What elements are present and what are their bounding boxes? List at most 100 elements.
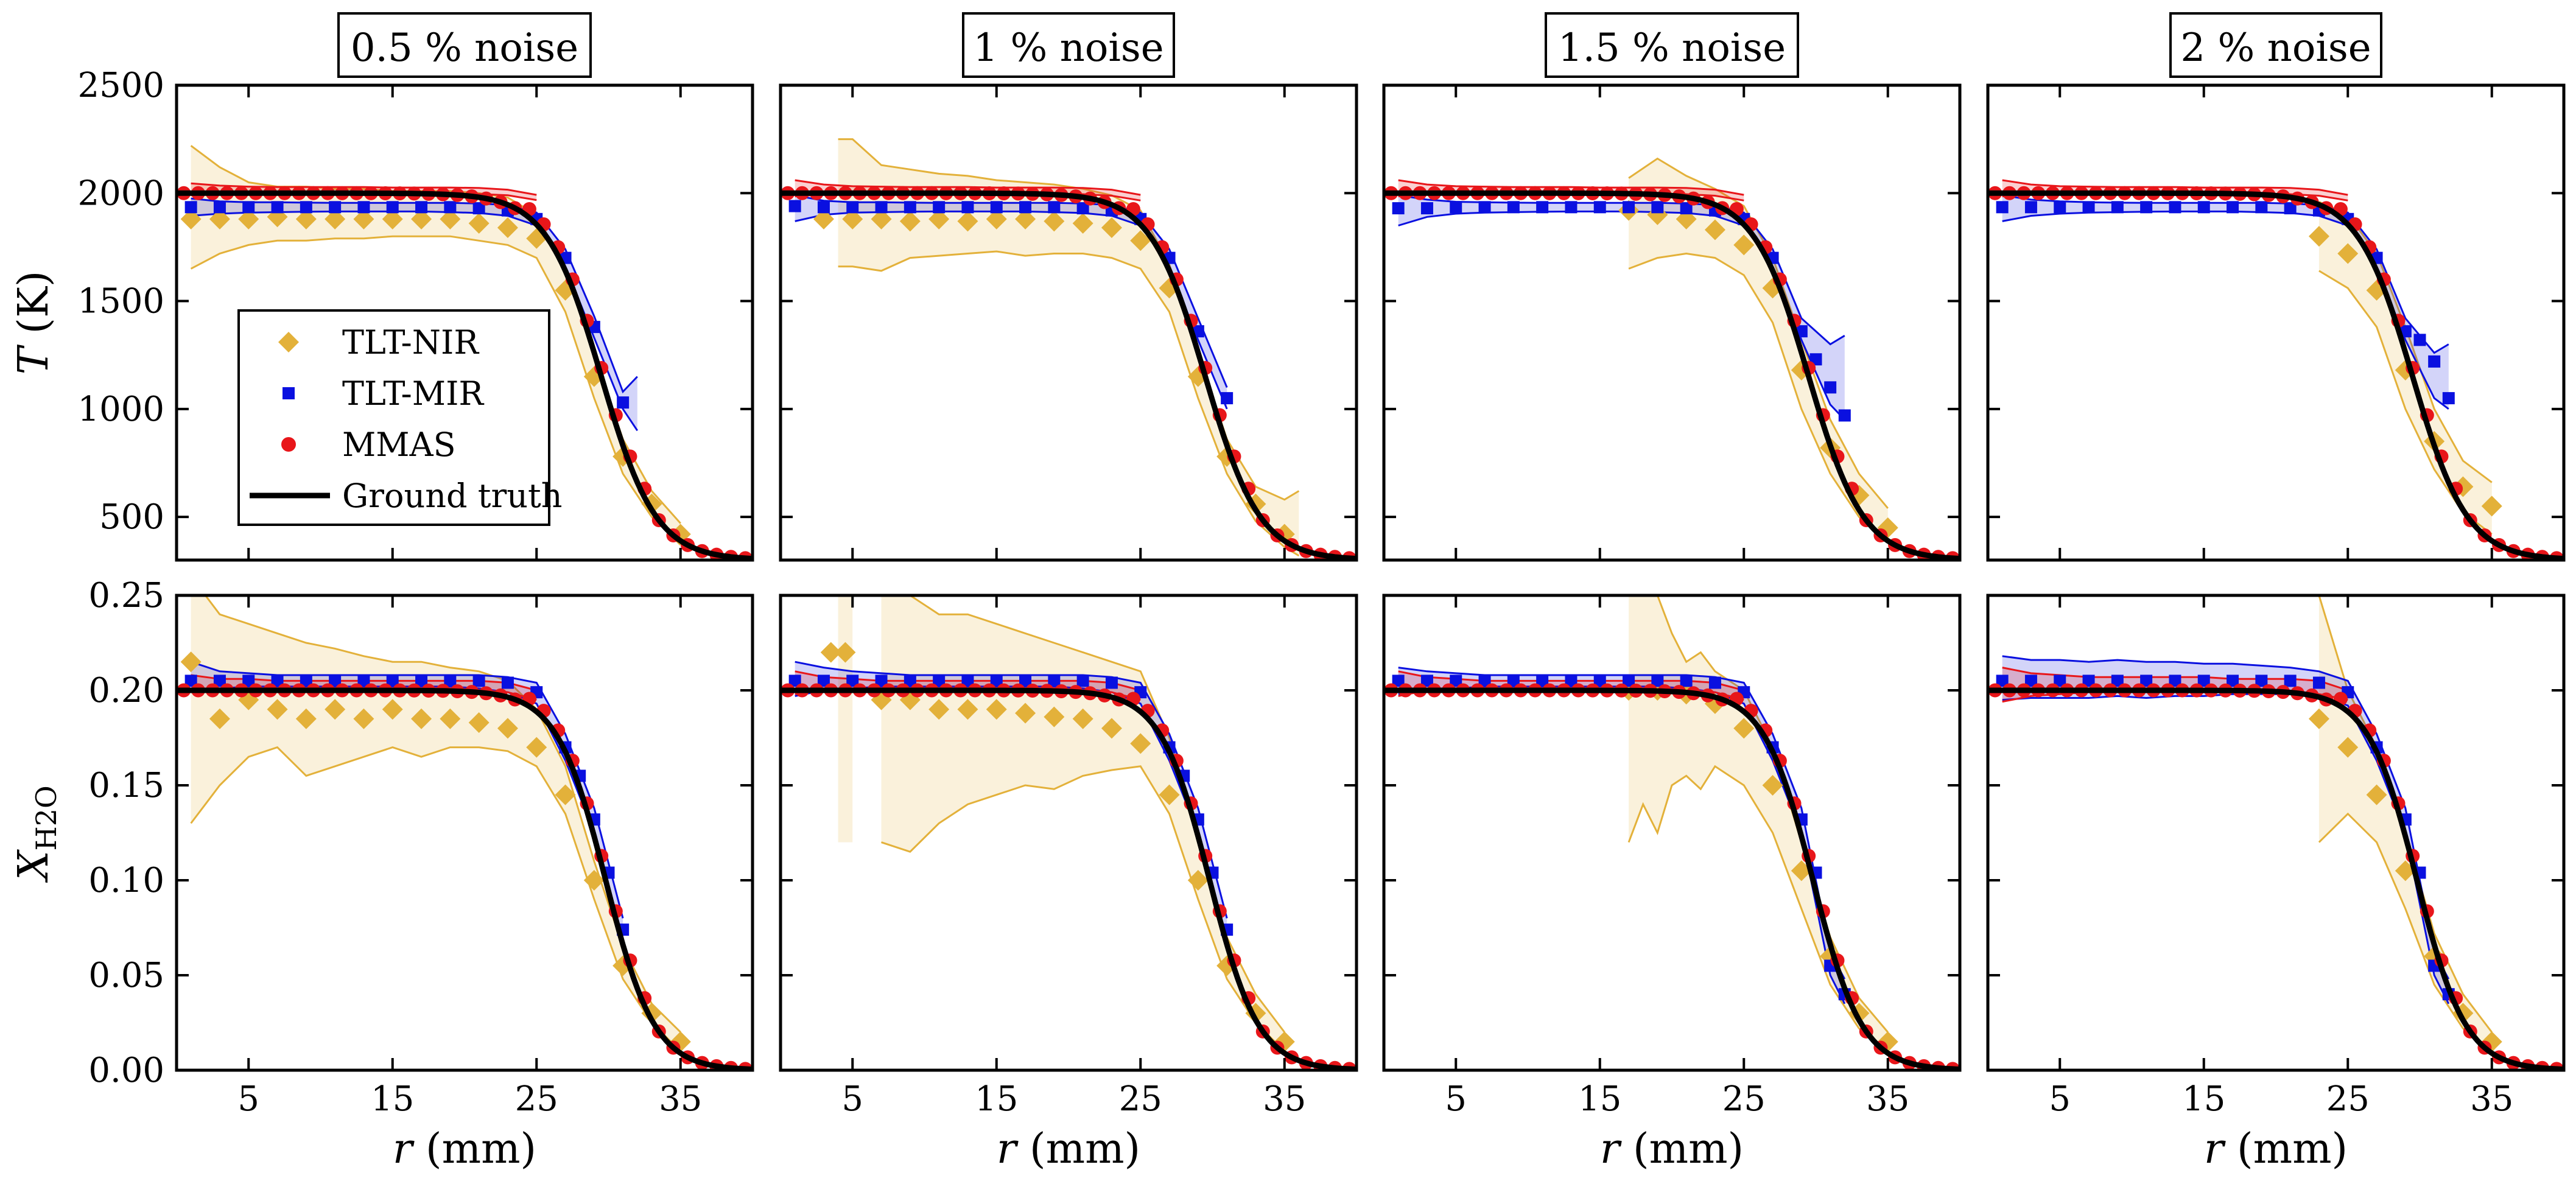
nir-point — [2366, 784, 2387, 805]
mir-point — [1019, 201, 1032, 214]
y-tick-label: 2500 — [77, 66, 164, 105]
nir-point — [928, 699, 950, 720]
ground-truth-line — [1988, 190, 2564, 560]
nir-point — [382, 699, 403, 720]
mir-point — [2082, 201, 2095, 214]
mir-point — [904, 201, 916, 214]
nir-point — [497, 217, 518, 238]
mmas-band-upper — [2002, 179, 2348, 196]
ground-truth-line — [781, 687, 1356, 1070]
mir-point — [357, 201, 370, 214]
mir-point — [2111, 201, 2124, 214]
nir-point — [1101, 718, 1122, 739]
nir-point — [1072, 708, 1093, 729]
mir-point — [1392, 202, 1405, 215]
mir-point — [184, 675, 197, 687]
mir-point — [817, 201, 830, 214]
x-axis-label: r (mm) — [393, 1125, 536, 1173]
mir-point — [1105, 676, 1118, 689]
nir-point — [842, 208, 863, 230]
nir-point — [2308, 708, 2329, 729]
panel-temperature-3: 1.5 % noise — [1382, 12, 1962, 562]
x-tick-label: 35 — [1263, 1079, 1306, 1119]
x-axis-var: r — [1600, 1125, 1622, 1173]
nir-point — [813, 208, 834, 230]
mir-point — [1565, 201, 1578, 214]
y-tick-label: 1500 — [77, 282, 164, 321]
mir-point — [357, 675, 370, 687]
mir-point — [2054, 675, 2066, 687]
mir-point — [961, 201, 974, 214]
panel-frame — [1382, 594, 1962, 1072]
mir-point — [242, 675, 255, 687]
mir-point — [1708, 676, 1721, 689]
mir-point — [242, 201, 255, 214]
x-axis-var: r — [2204, 1125, 2226, 1173]
x-tick-label: 15 — [371, 1079, 414, 1119]
x-axis-label: r (mm) — [997, 1125, 1140, 1173]
mmas-band — [795, 180, 1141, 201]
nir-point — [353, 208, 374, 230]
panel-title-box: 2 % noise — [2169, 12, 2382, 78]
nir-point — [555, 784, 576, 805]
mir-point — [2024, 675, 2037, 687]
nir-point — [526, 737, 547, 758]
panel-h2o-3: 5 15 25 35 r (mm) — [1382, 594, 1962, 1173]
mir-point — [1996, 675, 2009, 687]
nir-point — [899, 211, 921, 232]
nir-band — [838, 139, 1299, 556]
nir-band — [1629, 595, 1888, 1051]
mir-point — [213, 675, 226, 687]
mir-point — [2140, 675, 2153, 687]
mir-point — [788, 200, 801, 212]
mmas-band-upper — [1398, 179, 1744, 196]
ground-truth-line — [781, 190, 1356, 560]
x-axis-label: r (mm) — [2204, 1125, 2348, 1173]
mir-point — [933, 201, 946, 214]
mmas-band — [2002, 180, 2348, 201]
mir-point — [1392, 675, 1405, 687]
mir-point — [2169, 201, 2181, 214]
mir-point — [875, 675, 888, 687]
mir-point — [300, 201, 312, 214]
mir-point — [1536, 675, 1549, 687]
mir-point — [386, 201, 399, 214]
mir-point — [1536, 201, 1549, 214]
nir-point — [267, 699, 288, 720]
mmas-band-upper — [795, 179, 1141, 196]
mir-point — [2413, 334, 2426, 346]
mir-point — [1420, 675, 1433, 687]
nir-point — [411, 208, 432, 230]
mir-point — [904, 675, 916, 687]
plot-area — [177, 595, 753, 1070]
nir-point — [835, 642, 856, 663]
mir-point — [1507, 675, 1520, 687]
nir-point — [382, 208, 403, 230]
mir-band-upper — [795, 661, 1228, 919]
mir-point — [846, 675, 859, 687]
nir-point — [209, 708, 230, 729]
nir-band — [881, 595, 1285, 1051]
mir-point — [1221, 392, 1234, 405]
mir-point — [1450, 201, 1462, 214]
mir-point — [2169, 675, 2181, 687]
panel-frame — [175, 594, 754, 1072]
panel-temperature-4: 2 % noise — [1986, 12, 2566, 562]
x-tick-label: 25 — [1119, 1079, 1162, 1119]
mir-point — [1824, 381, 1837, 394]
y-tick-label: 0.00 — [88, 1051, 164, 1090]
nir-point — [180, 651, 202, 673]
nir-point — [1072, 212, 1093, 234]
panel-frame — [1986, 594, 2566, 1072]
mir-point — [1565, 675, 1578, 687]
x-tick-label: 35 — [1866, 1079, 1909, 1119]
nir-point — [986, 208, 1007, 230]
mir-point — [2024, 201, 2037, 214]
mir-point — [2312, 676, 2325, 689]
legend-label: TLT-MIR — [342, 374, 484, 413]
x-tick-label: 5 — [841, 1079, 863, 1119]
nir-band-lower — [838, 250, 1300, 557]
nir-band-lower — [2318, 812, 2493, 1052]
x-axis-var: r — [393, 1125, 415, 1173]
mir-point — [875, 201, 888, 214]
